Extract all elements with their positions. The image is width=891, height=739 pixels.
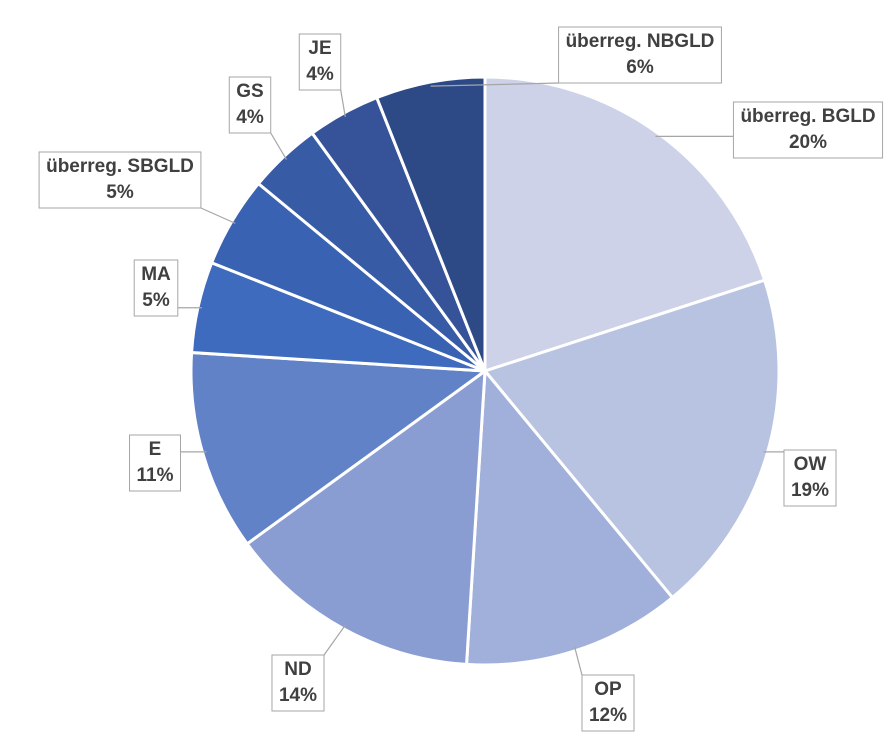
leader-line	[270, 132, 287, 160]
label-value: 4%	[306, 64, 334, 85]
label-category: OP	[594, 679, 622, 700]
pie-slice	[482, 278, 781, 600]
label-box	[271, 654, 325, 712]
data-label: überreg. SBGLD 5%	[38, 151, 236, 224]
leader-line	[340, 89, 346, 117]
label-box	[228, 76, 272, 134]
leader-line	[430, 82, 559, 87]
label-box	[38, 151, 202, 209]
label-category: überreg. SBGLD	[46, 156, 194, 177]
pie-slice	[374, 75, 487, 372]
label-category: überreg. NBGLD	[566, 31, 715, 52]
label-value: 5%	[142, 290, 170, 311]
label-value: 11%	[137, 465, 174, 486]
label-category: OW	[794, 454, 827, 475]
label-box	[558, 26, 722, 84]
label-category: JE	[308, 38, 331, 59]
leader-line	[323, 624, 346, 656]
label-value: 14%	[279, 685, 317, 706]
label-category: GS	[236, 81, 263, 102]
data-label: GS 4%	[228, 76, 287, 160]
label-box	[298, 33, 342, 91]
data-label: überreg. NBGLD 6%	[430, 26, 722, 87]
leader-line	[574, 646, 583, 676]
data-label: MA 5%	[133, 259, 202, 317]
label-value: 6%	[626, 57, 654, 78]
label-box	[129, 434, 181, 492]
data-label: OP 12%	[574, 646, 635, 732]
pie-slice	[483, 75, 767, 374]
data-label: ND 14%	[271, 624, 346, 712]
label-value: 12%	[589, 705, 627, 726]
label-category: ND	[284, 659, 311, 680]
label-category: MA	[141, 264, 171, 285]
label-value: 19%	[791, 480, 829, 501]
data-label: JE 4%	[298, 33, 346, 117]
label-box	[783, 449, 837, 507]
label-category: überreg. BGLD	[740, 106, 875, 127]
label-box	[133, 259, 179, 317]
data-label: überreg. BGLD 20%	[655, 101, 884, 159]
label-category: E	[149, 439, 162, 460]
label-value: 5%	[106, 182, 134, 203]
leader-line	[200, 207, 236, 224]
data-label: E 11%	[129, 434, 207, 492]
data-label: OW 19%	[763, 449, 837, 507]
label-box	[581, 674, 635, 732]
pie-slice	[189, 350, 490, 546]
label-value: 20%	[789, 132, 827, 153]
label-box	[732, 101, 884, 159]
label-value: 4%	[236, 107, 264, 128]
